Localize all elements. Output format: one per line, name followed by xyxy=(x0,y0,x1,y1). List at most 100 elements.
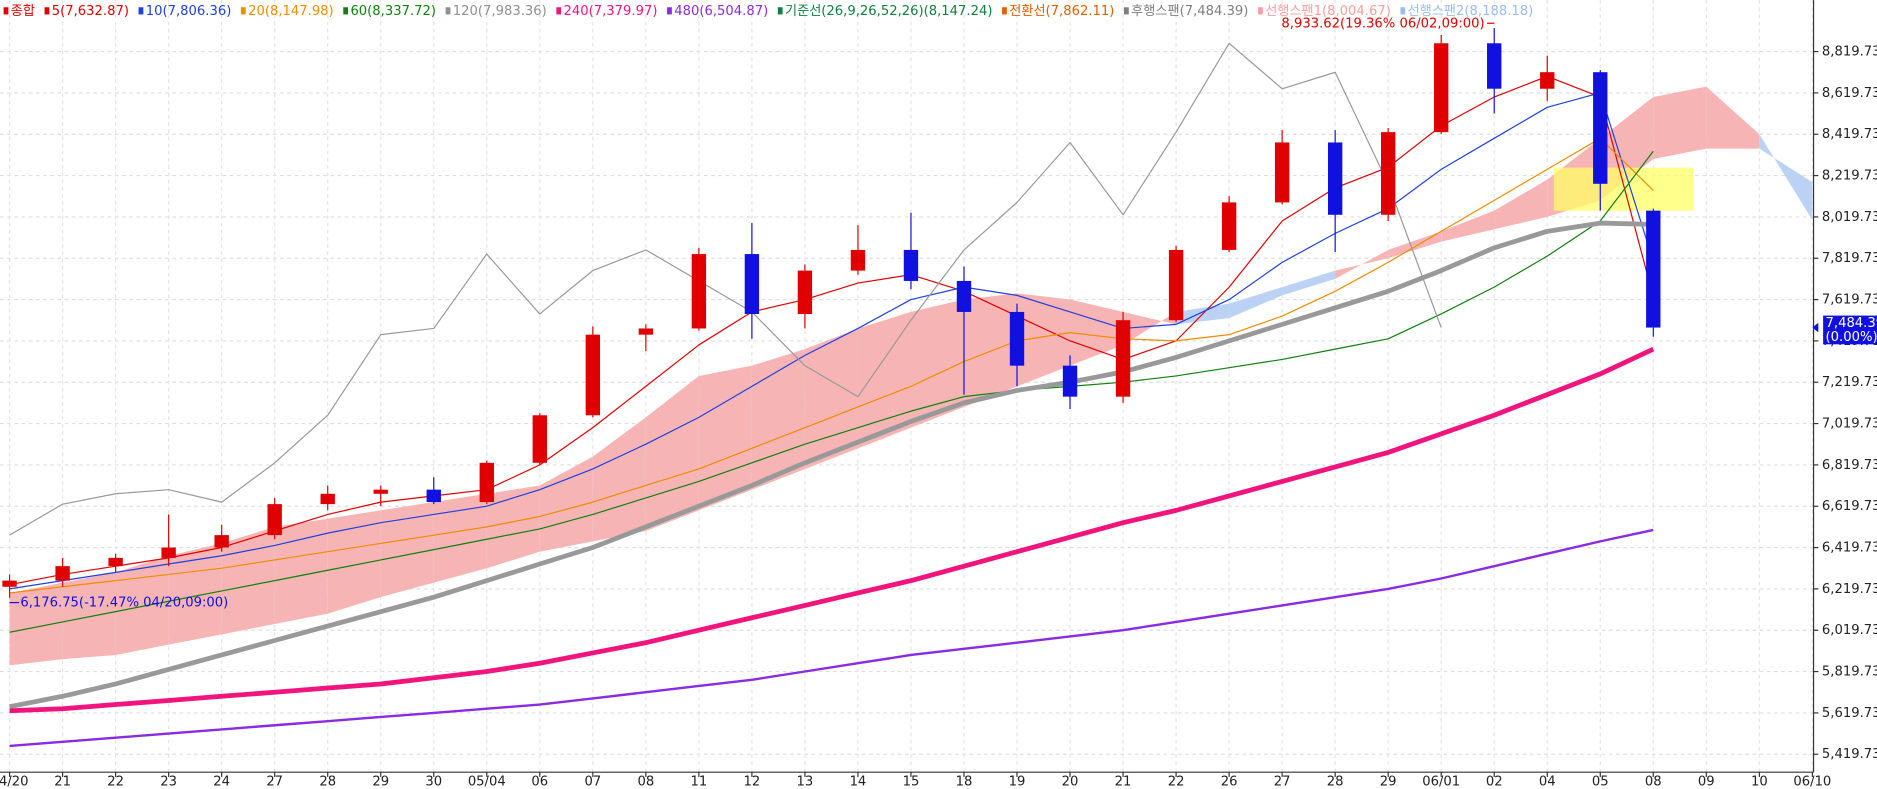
x-tick-label: 29 xyxy=(1380,775,1397,789)
candle-body xyxy=(161,547,176,558)
legend-label: 60(8,337.72) xyxy=(350,4,436,19)
lines xyxy=(9,42,1655,748)
x-tick-label: 05 xyxy=(1592,775,1609,789)
legend-label: 후행스팬(7,484.39) xyxy=(1131,3,1248,19)
candle-body xyxy=(585,334,601,416)
y-tick-label: 6,419.73 xyxy=(1822,541,1877,556)
x-tick-label: 06 xyxy=(531,775,548,789)
cloud-segment xyxy=(274,518,328,624)
x-tick-label: 11 xyxy=(691,775,708,789)
legend-swatch xyxy=(1258,7,1263,15)
cloud-segment xyxy=(433,493,487,583)
legend-swatch xyxy=(667,7,672,15)
x-tick-label: 18 xyxy=(956,775,973,789)
cloud-segment xyxy=(1759,134,1813,221)
y-tick-label: 7,619.73 xyxy=(1822,293,1877,308)
candle-body xyxy=(55,566,70,581)
candle-body xyxy=(1646,210,1661,328)
price-marker xyxy=(1812,322,1819,333)
cloud-segment xyxy=(910,299,964,428)
y-tick-label: 8,019.73 xyxy=(1822,210,1877,225)
candle-body xyxy=(744,254,760,314)
x-tick-label: 02 xyxy=(1486,775,1503,789)
x-tick-label: 12 xyxy=(744,775,761,789)
legend-swatch xyxy=(556,7,562,15)
y-tick-label: 6,819.73 xyxy=(1822,458,1877,473)
candle-body xyxy=(1487,43,1502,89)
candle-body xyxy=(1009,311,1025,366)
x-tick-label: 21 xyxy=(54,775,71,789)
annotation-high: 8,933.62(19.36% 06/02,09:00) xyxy=(1281,16,1484,31)
candle-body xyxy=(1274,142,1290,203)
candle-body xyxy=(1380,132,1396,215)
cloud-segment xyxy=(1388,231,1442,259)
legend-label: 선행스팬2(8,188.18) xyxy=(1408,3,1534,19)
y-tick-label: 5,819.73 xyxy=(1822,665,1877,680)
candle-body xyxy=(2,580,17,587)
candle-body xyxy=(1221,202,1237,250)
ma-line xyxy=(9,137,1654,594)
x-tick-label: 08 xyxy=(637,775,654,789)
cloud-segment xyxy=(9,582,63,666)
y-tick-label: 6,019.73 xyxy=(1822,623,1877,638)
candle-body xyxy=(373,489,388,494)
cloud-segment xyxy=(168,543,222,645)
legend-swatch xyxy=(777,7,783,15)
x-tick-label: 05/04 xyxy=(468,775,506,789)
legend: 종합 5(7,632.87) 10(7,806.36) 20(8,147.98) 60(… xyxy=(3,3,1534,19)
ma-line xyxy=(9,220,1654,710)
cloud-segment xyxy=(1282,270,1336,296)
legend-swatch xyxy=(3,7,9,15)
annotations: 8,933.62(19.36% 06/02,09:00) 6,176.75(-17… xyxy=(9,16,1877,611)
y-tick-label: 5,619.73 xyxy=(1822,706,1877,721)
ma-line xyxy=(9,92,1654,590)
cloud xyxy=(9,86,1813,666)
legend-swatch xyxy=(445,7,451,15)
x-tick-label: 04 xyxy=(1539,775,1556,789)
legend-swatch xyxy=(1123,7,1129,15)
cloud-segment xyxy=(1441,210,1495,242)
x-tick-label: 19 xyxy=(1009,775,1026,789)
legend-label: 240(7,379.97) xyxy=(564,4,658,19)
x-tick-label: 13 xyxy=(797,775,814,789)
candle-body xyxy=(532,415,547,463)
cloud-segment xyxy=(698,365,752,511)
x-tick-label: 20 xyxy=(1062,775,1079,789)
candle-body xyxy=(797,270,813,314)
x-tick-label: 21 xyxy=(1115,775,1132,789)
legend-swatch xyxy=(44,7,50,15)
cloud-segment xyxy=(115,555,169,655)
x-tick-label: 15 xyxy=(903,775,920,789)
ma-line xyxy=(9,346,1655,714)
candle-body xyxy=(1062,365,1078,397)
annotation-low: 6,176.75(-17.47% 04/20,09:00) xyxy=(20,596,228,611)
x-tick-label: 24 xyxy=(213,775,230,789)
legend-label: 480(6,504.87) xyxy=(674,4,768,19)
candle-body xyxy=(108,557,123,567)
x-tick-label: 14 xyxy=(850,775,867,789)
y-tick-label: 8,419.73 xyxy=(1822,127,1877,142)
cloud-segment xyxy=(804,328,858,469)
candle-body xyxy=(850,249,866,271)
cloud-segment xyxy=(486,485,540,569)
candles xyxy=(2,28,1661,598)
candle-body xyxy=(1168,249,1184,321)
candle-body xyxy=(479,462,494,503)
x-tick-label: 22 xyxy=(107,775,124,789)
cloud-segment xyxy=(380,502,434,598)
legend-label: 120(7,983.36) xyxy=(453,4,547,19)
x-tick-label: 10 xyxy=(1751,775,1768,789)
legend-label: 선행스팬1(8,004.67) xyxy=(1265,3,1391,19)
x-tick-label: 29 xyxy=(372,775,389,789)
legend-label: 20(8,147.98) xyxy=(248,4,334,19)
y-tick-label: 7,219.73 xyxy=(1822,375,1877,390)
x-tick-label: 22 xyxy=(1168,775,1185,789)
price-label: 7,484.39 xyxy=(1826,316,1877,331)
candle-body xyxy=(1115,320,1131,397)
x-tick-label: 26 xyxy=(1221,775,1238,789)
y-tick-label: 7,019.73 xyxy=(1822,417,1877,432)
candle-body xyxy=(1327,142,1343,215)
legend-label: 기준선(26,9,26,52,26)(8,147.24) xyxy=(785,3,993,19)
